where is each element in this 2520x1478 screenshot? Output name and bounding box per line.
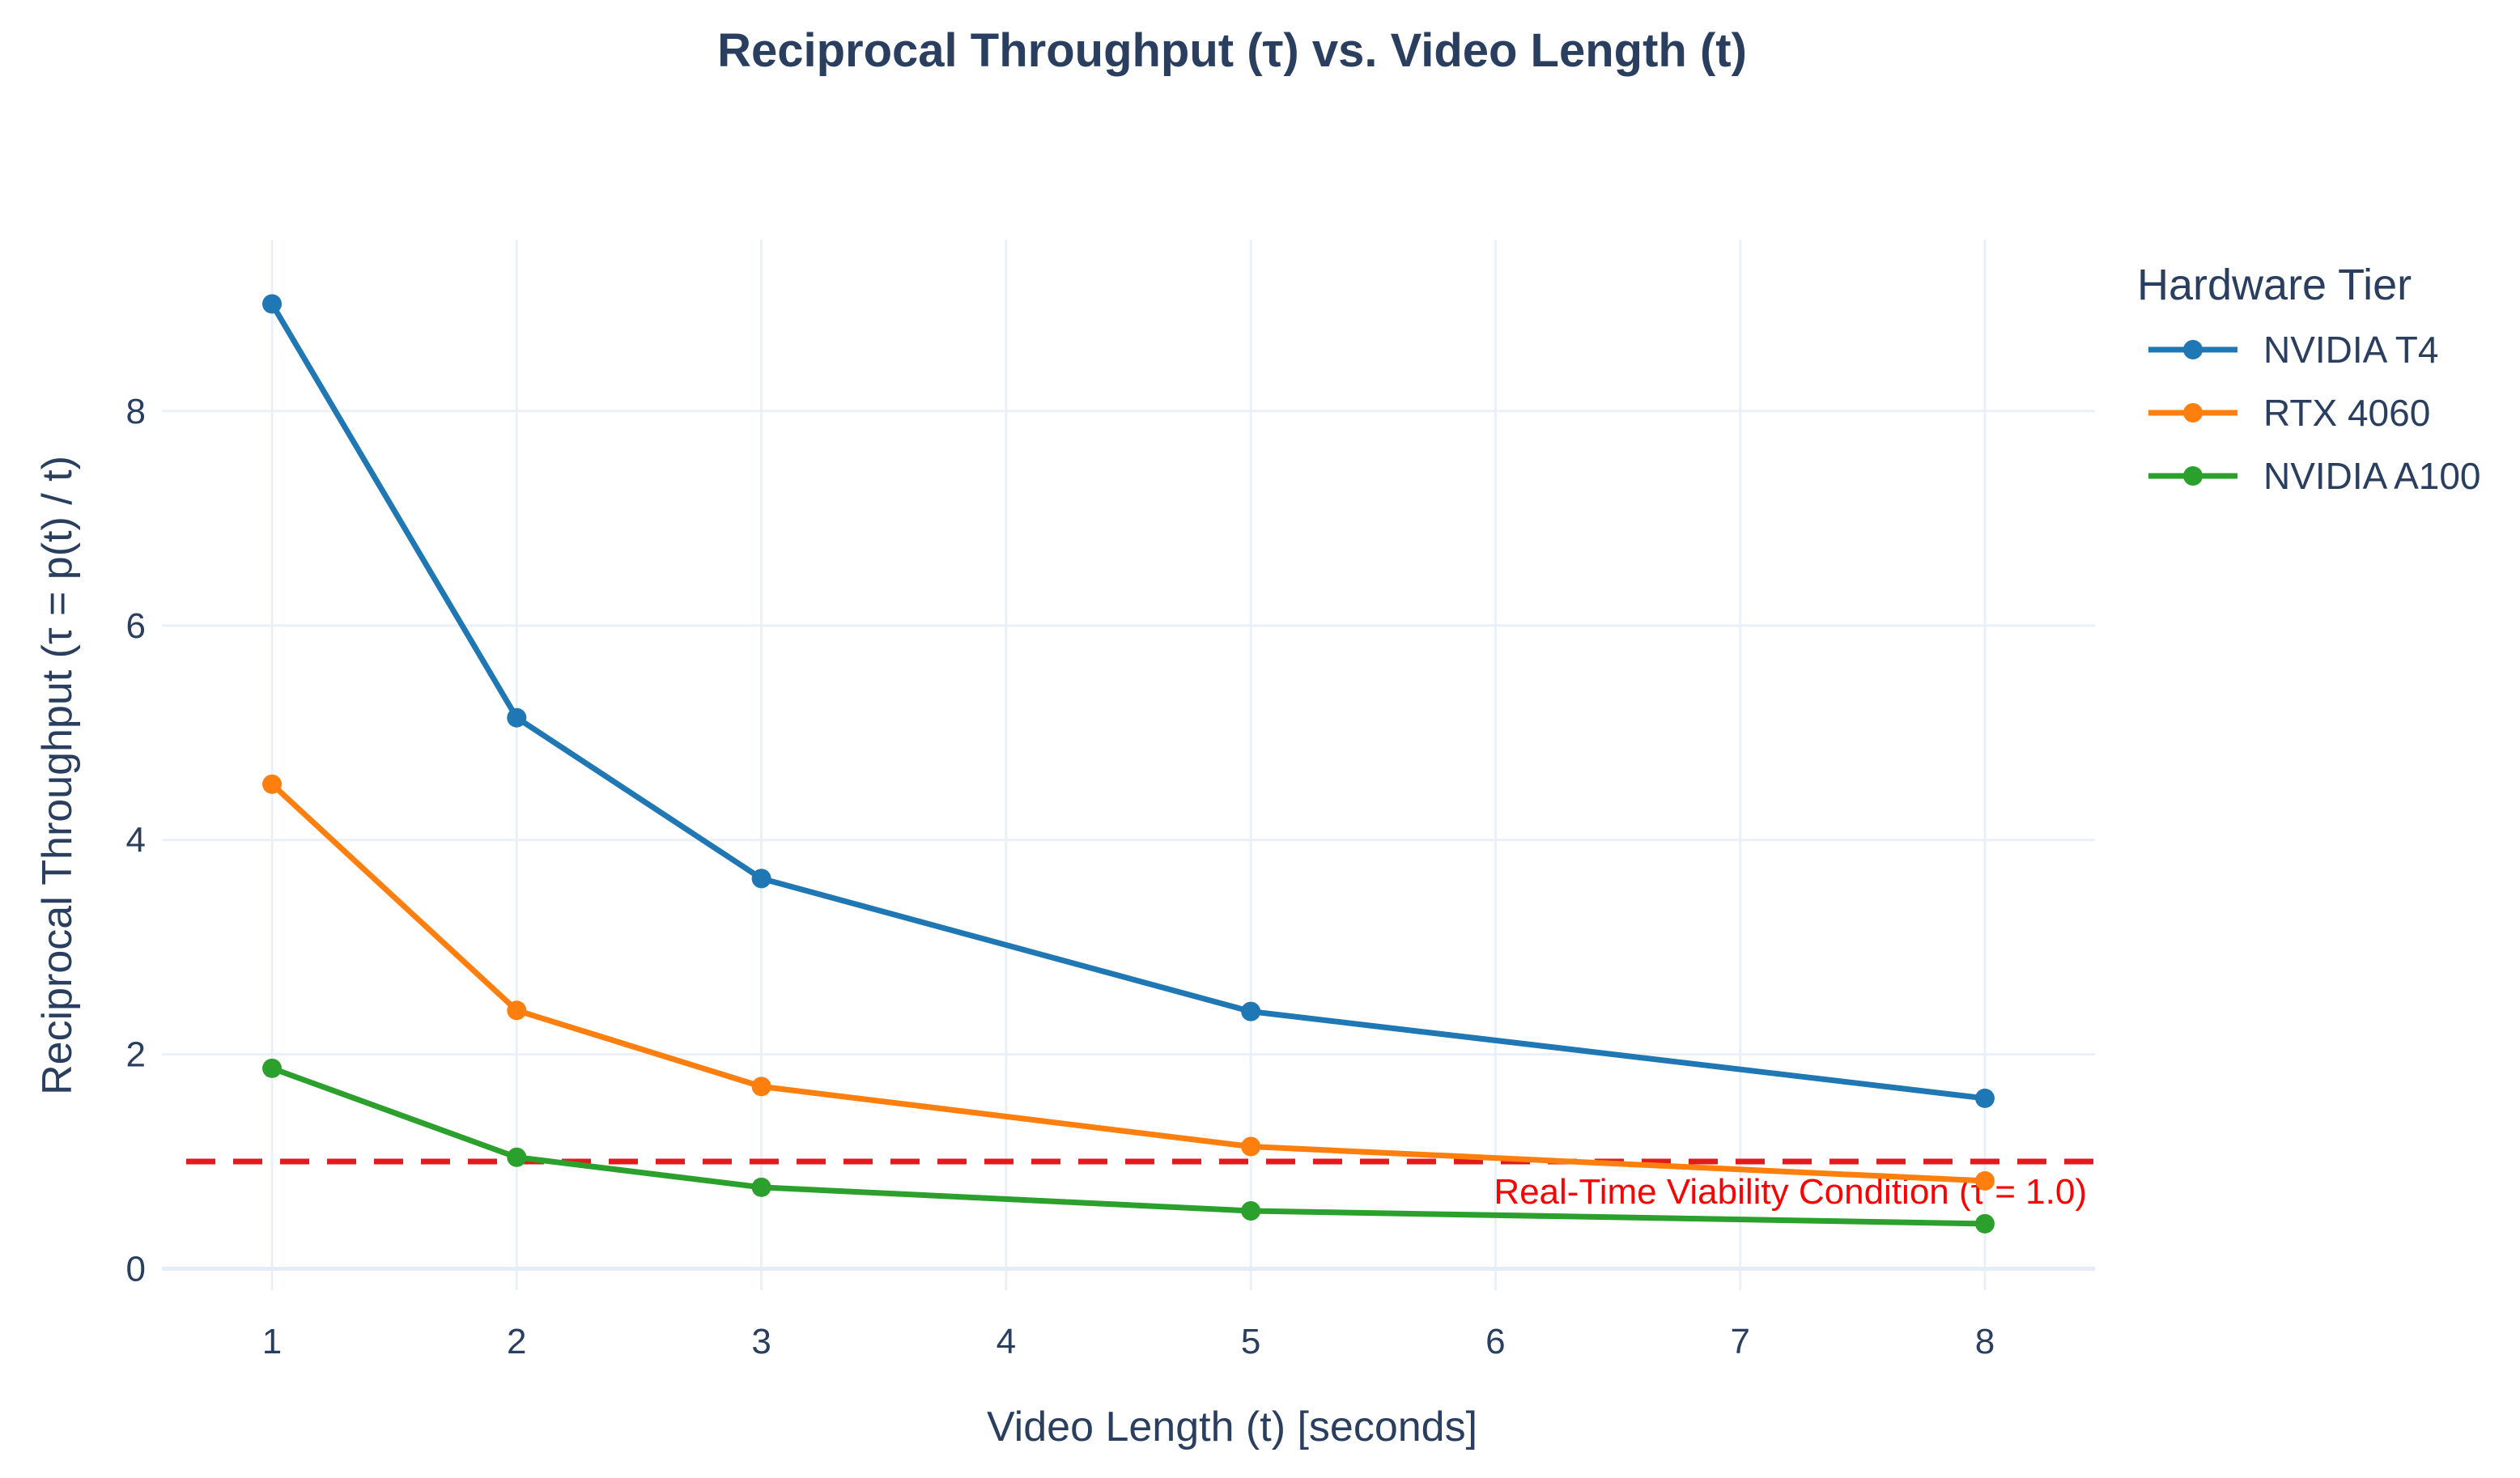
x-tick-label: 1 xyxy=(262,1322,282,1361)
data-point-rtx-4060 xyxy=(507,1000,527,1021)
legend-title: Hardware Tier xyxy=(2137,261,2412,309)
y-tick-label: 8 xyxy=(126,392,146,431)
data-point-nvidia-t4 xyxy=(1241,1001,1261,1021)
y-tick-label: 0 xyxy=(126,1250,146,1289)
y-tick-label: 2 xyxy=(126,1035,146,1075)
x-tick-label: 8 xyxy=(1975,1322,1995,1361)
series-group xyxy=(262,294,1995,1234)
data-point-nvidia-t4 xyxy=(262,294,283,314)
legend-entry: NVIDIA A100 xyxy=(2263,455,2481,497)
real-time-threshold-annotation: Real-Time Viability Condition (τ = 1.0) xyxy=(1494,1172,2087,1212)
grid xyxy=(162,240,2095,1290)
legend-entry: RTX 4060 xyxy=(2263,392,2430,434)
chart-title: Reciprocal Throughput (τ) vs. Video Leng… xyxy=(717,24,1747,77)
x-tick-label: 4 xyxy=(997,1322,1016,1361)
data-point-nvidia-a100 xyxy=(1974,1213,1995,1234)
data-point-rtx-4060 xyxy=(1241,1136,1261,1157)
legend-swatch-marker xyxy=(2183,403,2203,423)
data-point-nvidia-t4 xyxy=(751,869,771,889)
x-axis-label: Video Length (t) [seconds] xyxy=(987,1404,1477,1450)
x-tick-label: 6 xyxy=(1485,1322,1505,1361)
legend-entry: NVIDIA T4 xyxy=(2263,329,2438,371)
data-point-nvidia-a100 xyxy=(262,1058,283,1078)
legend-swatch-marker xyxy=(2183,466,2203,486)
legend: Hardware Tier NVIDIA T4 RTX 4060 NVIDIA A10… xyxy=(2137,261,2481,497)
axes: 1 2 3 4 5 6 7 8 0 2 4 6 8 xyxy=(126,392,1995,1361)
data-point-nvidia-t4 xyxy=(1974,1088,1995,1108)
data-point-rtx-4060 xyxy=(262,774,283,794)
x-tick-label: 7 xyxy=(1730,1322,1749,1361)
legend-swatch-marker xyxy=(2183,340,2203,359)
data-point-rtx-4060 xyxy=(751,1077,771,1097)
x-tick-label: 5 xyxy=(1241,1322,1260,1361)
data-point-nvidia-a100 xyxy=(751,1177,771,1197)
data-point-rtx-4060 xyxy=(1974,1170,1995,1191)
y-tick-label: 6 xyxy=(126,606,146,646)
y-axis-label: Reciprocal Throughput (τ = p(t) / t) xyxy=(34,456,81,1095)
x-tick-label: 2 xyxy=(507,1322,526,1361)
data-point-nvidia-a100 xyxy=(507,1147,527,1167)
y-tick-label: 4 xyxy=(126,821,146,860)
data-point-nvidia-t4 xyxy=(507,707,527,728)
x-tick-label: 3 xyxy=(751,1322,771,1361)
data-point-nvidia-a100 xyxy=(1241,1200,1261,1221)
